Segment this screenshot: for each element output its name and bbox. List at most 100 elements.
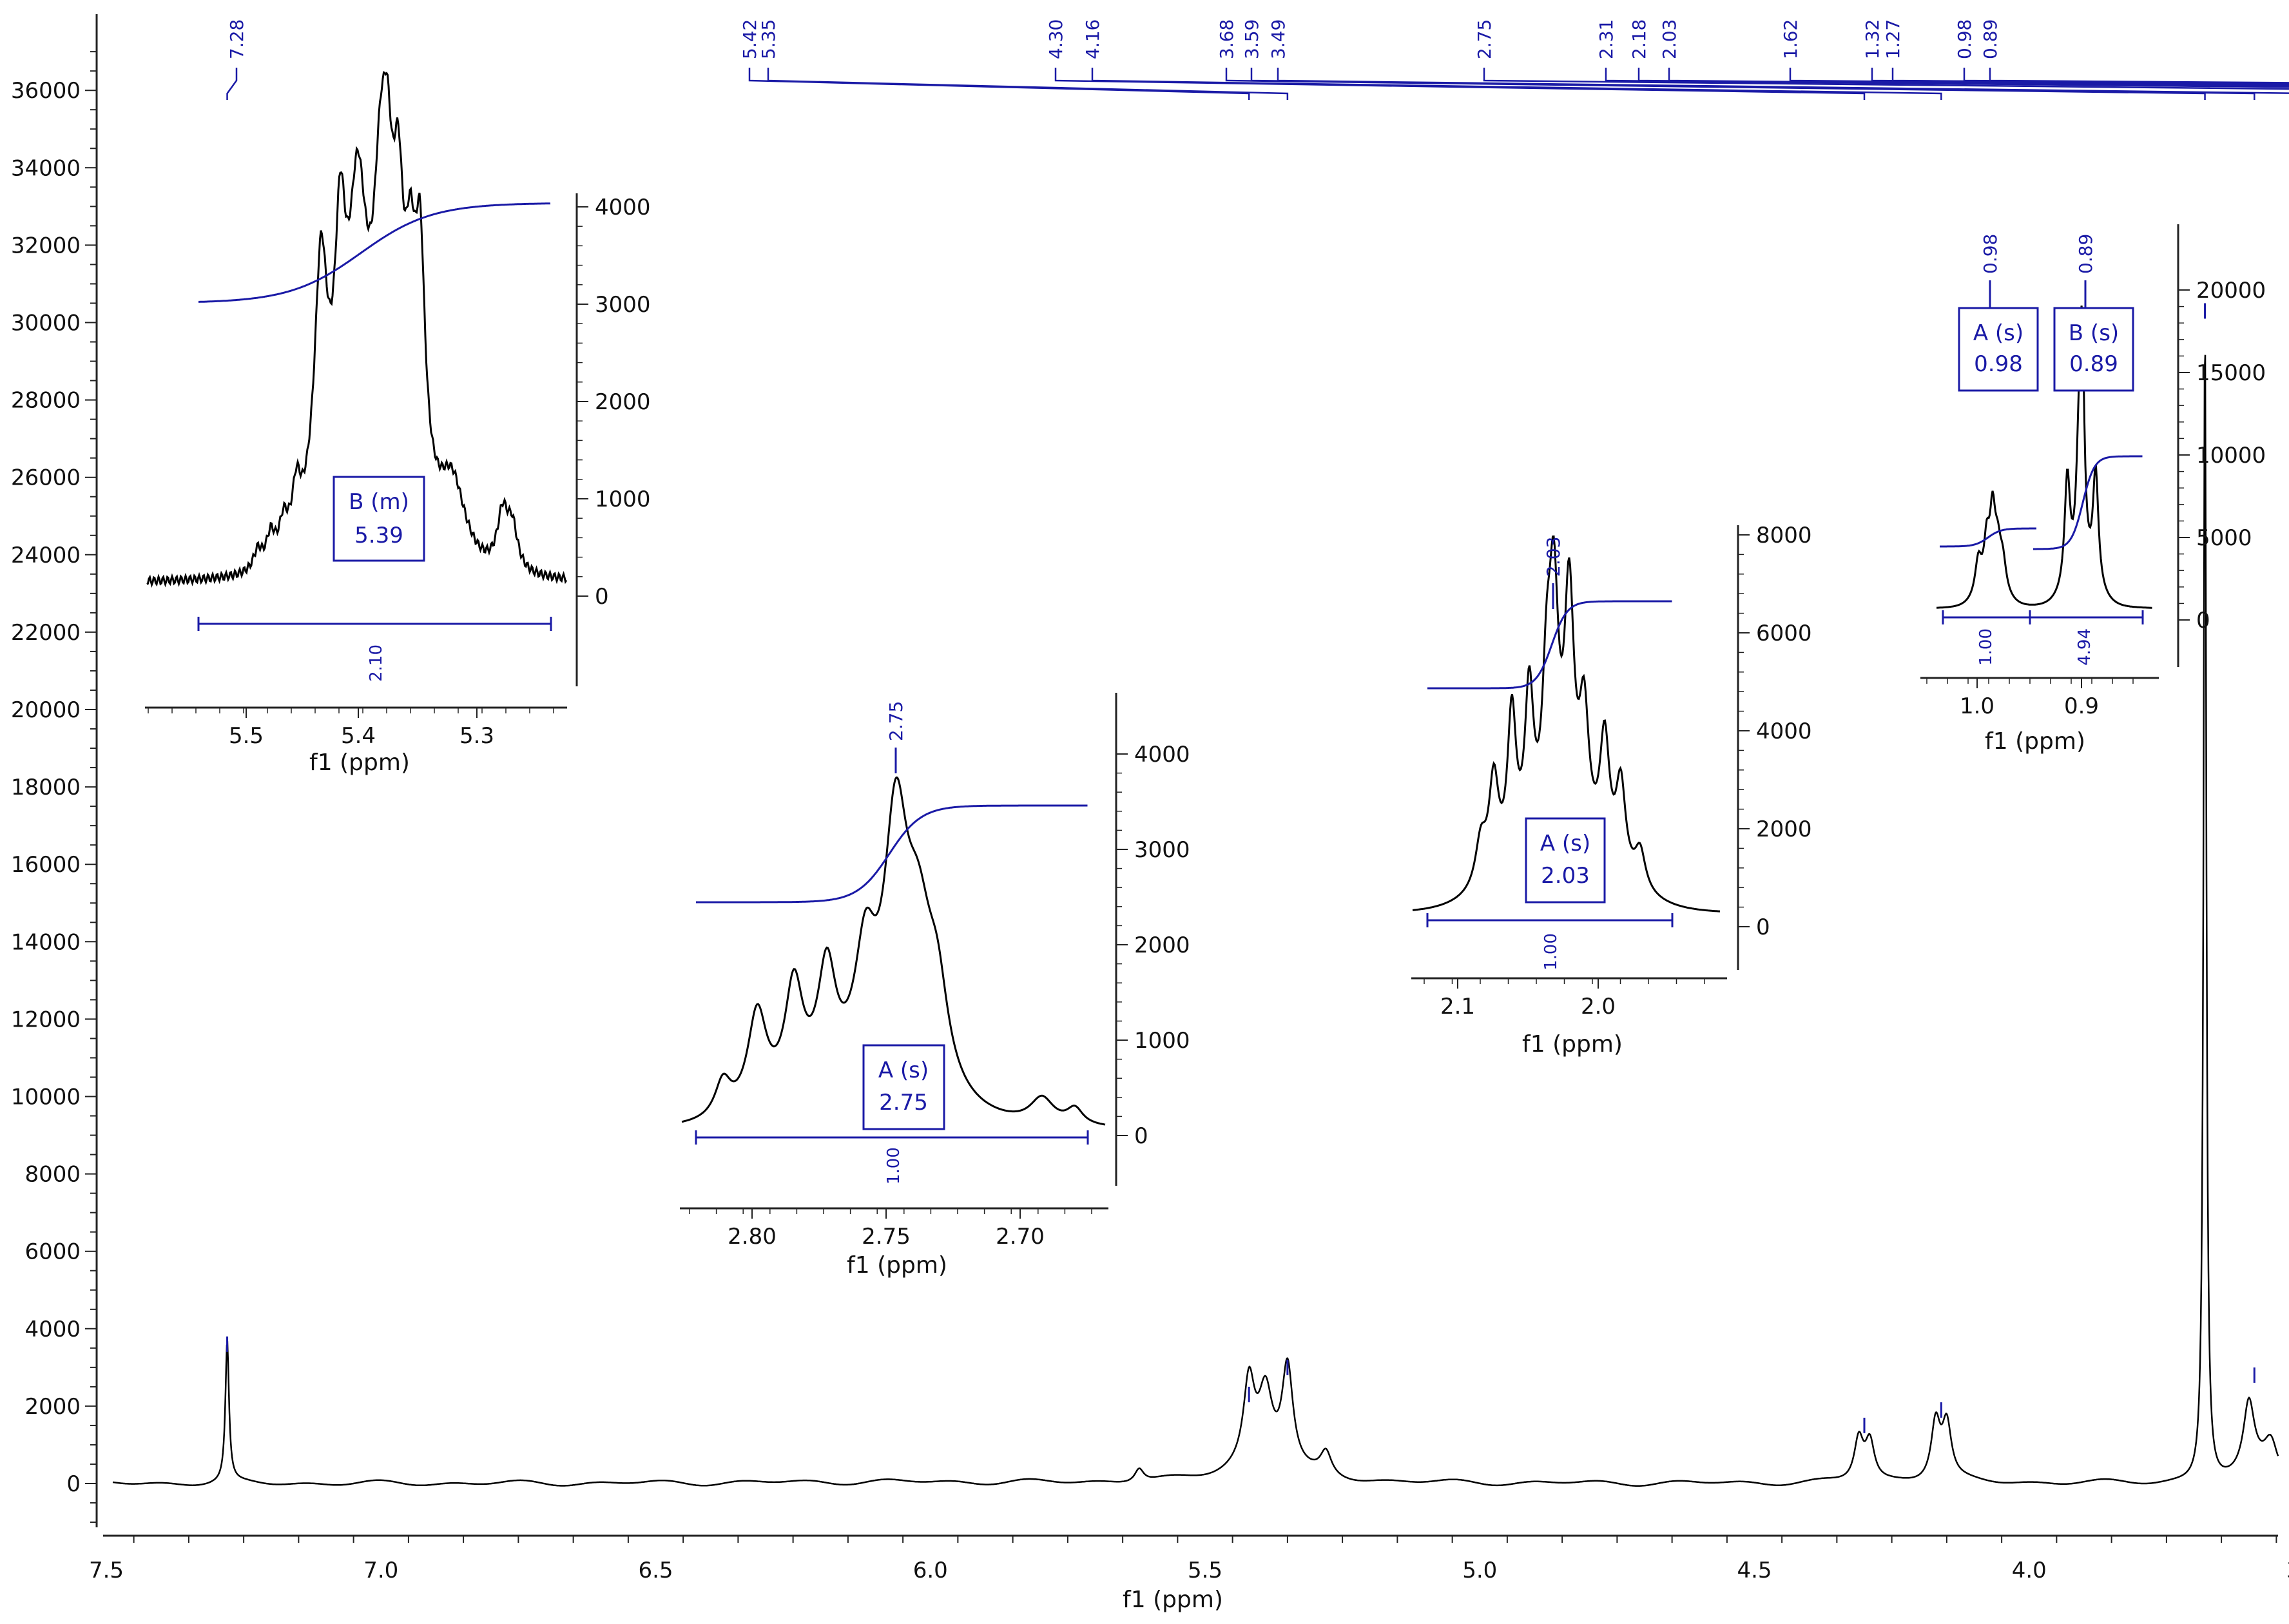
main-peak-label: 7.28 bbox=[226, 19, 247, 59]
inset-y-tick-label: 10000 bbox=[2196, 443, 2266, 469]
main-y-tick-label: 28000 bbox=[11, 388, 81, 414]
inset-203-integral-curve bbox=[1427, 600, 1672, 690]
main-y-tick-label: 8000 bbox=[24, 1162, 81, 1188]
main-peak-label-connector bbox=[1871, 68, 2289, 85]
inset-203-peak-label: 2.03 bbox=[1543, 537, 1564, 577]
inset-x-tick-label: 2.0 bbox=[1581, 994, 1616, 1020]
main-y-tick-label: 20000 bbox=[11, 697, 81, 723]
main-peak-label-connector bbox=[1054, 68, 1866, 100]
main-y-tick-label: 6000 bbox=[24, 1239, 81, 1265]
inset-y-tick-label: 6000 bbox=[1756, 621, 1812, 646]
inset-methyl-multiplet-box-b bbox=[2053, 307, 2134, 392]
inset-203-multiplet-shift: 2.03 bbox=[1541, 863, 1590, 889]
main-x-tick-label: 3.5 bbox=[2286, 1558, 2289, 1583]
inset-539-spectrum-trace bbox=[146, 71, 568, 588]
inset-y-tick-label: 0 bbox=[2196, 608, 2210, 633]
inset-y-tick-label: 15000 bbox=[2196, 360, 2266, 386]
main-x-tick-label: 7.0 bbox=[363, 1558, 398, 1583]
main-peak-label-connector bbox=[1277, 68, 2289, 94]
main-peak-label-connector bbox=[767, 68, 1289, 100]
main-y-tick-label: 12000 bbox=[11, 1007, 81, 1032]
inset-methyl-integral-value-a: 1.00 bbox=[1976, 628, 1996, 666]
inset-203-multiplet-box bbox=[1525, 817, 1606, 904]
main-peak-labels: 7.28 5.425.35 4.30 4.16 3.68 3.59 3.49 2.75 2.31… bbox=[226, 19, 2289, 100]
inset-539-integral-curve bbox=[198, 202, 551, 303]
main-y-tick-label: 16000 bbox=[11, 852, 81, 878]
inset-275-multiplet-label: A (s) bbox=[878, 1058, 929, 1083]
main-peak-label: 3.49 bbox=[1268, 19, 1289, 59]
inset-275-spectrum-trace bbox=[681, 776, 1106, 1126]
main-x-tick-label: 5.0 bbox=[1462, 1558, 1497, 1583]
main-x-tick-label: 7.5 bbox=[89, 1558, 124, 1583]
main-peak-label-connector bbox=[1637, 68, 2289, 88]
main-peak-label-connector bbox=[1668, 68, 2289, 87]
main-x-tick-label: 4.0 bbox=[2012, 1558, 2047, 1583]
inset-methyl-multiplets: 0 5000 10000 15000 20000 1.0 0.9 1.00 4.94 0.9… bbox=[1920, 224, 2266, 755]
main-peak-label-connector bbox=[1483, 68, 2289, 90]
main-y-tick-label: 0 bbox=[66, 1471, 81, 1497]
main-peak-label: 4.30 bbox=[1045, 19, 1067, 59]
inset-methyl-integral-curve-a bbox=[1940, 527, 2036, 548]
main-peak-label: 2.03 bbox=[1659, 19, 1680, 59]
inset-methyl-integral-curve-b bbox=[2033, 455, 2143, 550]
inset-275-integral-value: 1.00 bbox=[884, 1147, 903, 1184]
main-x-tick-label: 4.5 bbox=[1737, 1558, 1772, 1583]
main-peak-label: 2.31 bbox=[1596, 19, 1617, 59]
main-x-axis: 7.57.06.56.05.55.04.54.03.53.02.52.01.51… bbox=[89, 1534, 2289, 1583]
main-y-axis: 0 2000 4000 6000 8000 10000 12000 14000 16000 180… bbox=[11, 14, 98, 1527]
inset-methyl-peak-label-a: 0.98 bbox=[1980, 234, 2001, 274]
main-x-tick-label: 5.5 bbox=[1188, 1558, 1222, 1583]
inset-275-x-axis-label: f1 (ppm) bbox=[847, 1252, 947, 1279]
inset-y-tick-label: 2000 bbox=[1756, 817, 1812, 842]
inset-methyl-x-axis-label: f1 (ppm) bbox=[1985, 728, 2085, 755]
inset-x-tick-label: 1.0 bbox=[1960, 693, 1994, 719]
main-y-tick-label: 22000 bbox=[11, 620, 81, 646]
inset-203-multiplet-label: A (s) bbox=[1540, 831, 1590, 856]
inset-methyl-multiplet-label-a: A (s) bbox=[1973, 320, 2023, 346]
inset-x-tick-label: 5.5 bbox=[229, 723, 264, 749]
main-x-tick-label: 6.0 bbox=[913, 1558, 948, 1583]
main-x-axis-label: f1 (ppm) bbox=[1123, 1587, 1223, 1613]
main-peak-label-connector bbox=[1091, 68, 1942, 100]
main-y-tick-label: 26000 bbox=[11, 465, 81, 491]
inset-y-tick-label: 0 bbox=[1134, 1123, 1148, 1149]
main-peak-markers bbox=[226, 303, 2255, 1433]
main-peak-label-connector bbox=[1989, 68, 2289, 84]
main-spectrum-trace bbox=[112, 354, 2279, 1487]
inset-539-multiplet-label: B (m) bbox=[349, 489, 409, 515]
inset-539-multiplet-shift: 5.39 bbox=[354, 523, 403, 548]
main-x-tick-label: 6.5 bbox=[638, 1558, 673, 1583]
inset-y-tick-label: 1000 bbox=[595, 487, 651, 512]
main-peak-label: 4.16 bbox=[1082, 19, 1103, 59]
inset-methyl-integral-value-b: 4.94 bbox=[2075, 628, 2094, 666]
inset-539-multiplet-box bbox=[333, 476, 425, 562]
inset-x-tick-label: 5.3 bbox=[459, 723, 494, 749]
main-peak-label: 2.18 bbox=[1628, 19, 1650, 59]
main-peak-label: 3.68 bbox=[1216, 19, 1237, 59]
inset-y-tick-label: 4000 bbox=[595, 195, 651, 220]
inset-275-axes: 0 1000 2000 3000 4000 2.80 2.75 2.70 bbox=[680, 693, 1190, 1250]
inset-y-tick-label: 4000 bbox=[1134, 742, 1190, 768]
main-y-tick-label: 18000 bbox=[11, 775, 81, 800]
main-peak-label: 1.62 bbox=[1780, 19, 1801, 59]
inset-539-x-axis-label: f1 (ppm) bbox=[309, 749, 410, 776]
inset-x-tick-label: 5.4 bbox=[341, 723, 376, 749]
main-y-tick-label: 36000 bbox=[11, 78, 81, 104]
inset-x-tick-label: 2.75 bbox=[862, 1224, 911, 1250]
inset-275-multiplet-box bbox=[862, 1044, 945, 1130]
main-y-tick-label: 30000 bbox=[11, 311, 81, 336]
main-y-tick-label: 32000 bbox=[11, 233, 81, 258]
inset-methyl-multiplet-shift-b: 0.89 bbox=[2069, 351, 2118, 377]
main-peak-label-connector bbox=[1789, 68, 2289, 86]
inset-539-integral-value: 2.10 bbox=[367, 644, 386, 682]
inset-203-spectrum-trace bbox=[1412, 535, 1720, 913]
main-peak-label: 2.75 bbox=[1474, 19, 1495, 59]
main-peak-label: 0.98 bbox=[1954, 19, 1975, 59]
main-peak-label: 5.42 bbox=[739, 19, 760, 59]
inset-methyl-multiplet-shift-a: 0.98 bbox=[1974, 351, 2023, 377]
inset-x-tick-label: 2.70 bbox=[996, 1224, 1045, 1250]
inset-275-multiplet-shift: 2.75 bbox=[879, 1090, 928, 1116]
inset-275-peak-label: 2.75 bbox=[885, 701, 907, 741]
